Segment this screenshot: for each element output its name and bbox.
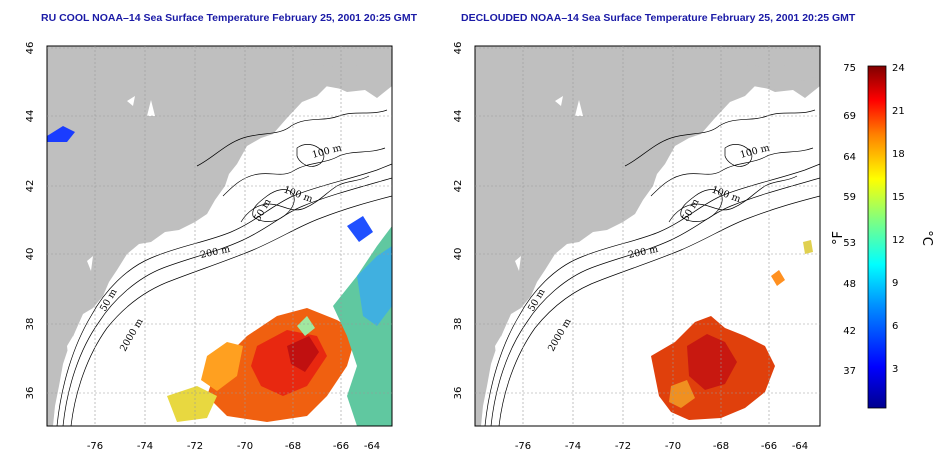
celsius-label: 6 (892, 321, 898, 332)
right-gridlines (475, 46, 820, 426)
right-x-tick: -74 (565, 441, 581, 452)
fahrenheit-label: 48 (843, 279, 856, 290)
left-frame (46, 45, 393, 427)
right-frame (474, 45, 821, 427)
left-map[interactable]: 100 m 100 m 50 m 200 m 50 m 2000 m (46, 45, 393, 427)
right-x-tick: -66 (761, 441, 777, 452)
left-x-tick: -64 (364, 441, 380, 452)
celsius-label: 18 (892, 149, 905, 160)
left-y-axis: 46 44 42 40 38 36 (25, 42, 36, 400)
fahrenheit-label: 53 (843, 238, 856, 249)
left-x-tick: -72 (187, 441, 203, 452)
right-map-title: DECLOUDED NOAA–14 Sea Surface Temperatur… (461, 12, 856, 24)
fahrenheit-label: 64 (843, 152, 856, 163)
celsius-unit: °C (919, 230, 934, 246)
right-y-tick: 42 (453, 180, 464, 193)
celsius-label: 9 (892, 278, 898, 289)
fahrenheit-label: 37 (843, 366, 856, 377)
right-x-tick: -76 (515, 441, 531, 452)
fahrenheit-label: 75 (843, 63, 856, 74)
left-x-axis: -76 -74 -72 -70 -68 -66 -64 (87, 441, 380, 452)
right-x-axis: -76 -74 -72 -70 -68 -66 -64 (515, 441, 808, 452)
left-y-tick: 42 (25, 180, 36, 193)
fahrenheit-label: 42 (843, 326, 856, 337)
celsius-label: 21 (892, 106, 905, 117)
right-y-tick: 40 (453, 248, 464, 261)
right-y-tick: 46 (453, 42, 464, 55)
fahrenheit-label: 69 (843, 111, 856, 122)
fahrenheit-unit: °F (831, 231, 846, 245)
left-y-tick: 44 (25, 110, 36, 123)
left-map-title: RU COOL NOAA–14 Sea Surface Temperature … (41, 12, 418, 24)
right-x-tick: -70 (665, 441, 681, 452)
left-x-tick: -74 (137, 441, 153, 452)
left-y-tick: 38 (25, 318, 36, 331)
right-y-tick: 38 (453, 318, 464, 331)
right-sst-field (651, 240, 813, 420)
celsius-scale: 24 21 18 15 12 9 6 3 (892, 63, 905, 375)
left-x-tick: -70 (237, 441, 253, 452)
left-x-tick: -76 (87, 441, 103, 452)
left-gridlines (47, 46, 392, 426)
left-x-tick: -68 (285, 441, 301, 452)
fahrenheit-scale: 75 69 64 59 53 48 42 37 (843, 63, 856, 377)
celsius-label: 12 (892, 235, 905, 246)
celsius-label: 15 (892, 192, 905, 203)
celsius-label: 24 (892, 63, 905, 74)
temperature-colorbar: 75 69 64 59 53 48 42 37 24 21 18 15 12 9… (831, 63, 934, 409)
right-x-tick: -64 (792, 441, 808, 452)
left-y-tick: 36 (25, 387, 36, 400)
right-map[interactable]: 100 m 100 m 50 m 200 m 50 m 2000 m (474, 45, 821, 427)
celsius-label: 3 (892, 364, 898, 375)
right-y-tick: 36 (453, 387, 464, 400)
right-y-tick: 44 (453, 110, 464, 123)
left-sst-field (47, 126, 392, 426)
right-y-axis: 46 44 42 40 38 36 (453, 42, 464, 400)
fahrenheit-label: 59 (843, 192, 856, 203)
left-y-tick: 46 (25, 42, 36, 55)
right-x-tick: -72 (615, 441, 631, 452)
left-y-tick: 40 (25, 248, 36, 261)
right-x-tick: -68 (713, 441, 729, 452)
colorbar-gradient (867, 65, 887, 409)
left-x-tick: -66 (333, 441, 349, 452)
